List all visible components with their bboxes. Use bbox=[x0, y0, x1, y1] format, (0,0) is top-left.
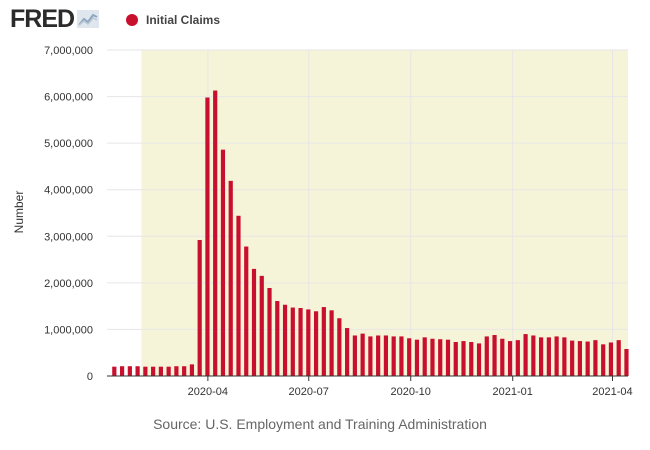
fred-logo-text: FRED bbox=[10, 5, 75, 33]
bars bbox=[112, 90, 629, 376]
bar bbox=[213, 90, 218, 376]
bar bbox=[158, 366, 163, 376]
y-tick-label: 4,000,000 bbox=[44, 185, 93, 197]
bar bbox=[414, 339, 420, 376]
bar bbox=[166, 366, 171, 376]
bar bbox=[484, 336, 489, 376]
bar bbox=[368, 336, 373, 376]
bar bbox=[430, 338, 435, 376]
source-note: Source: U.S. Employment and Training Adm… bbox=[153, 416, 487, 432]
bar bbox=[624, 348, 629, 376]
y-tick-label: 0 bbox=[87, 371, 93, 383]
bar bbox=[500, 338, 505, 376]
bar bbox=[445, 339, 451, 376]
bar bbox=[422, 337, 427, 376]
legend-label[interactable]: Initial Claims bbox=[146, 13, 221, 27]
y-axis-title: Number bbox=[12, 191, 26, 234]
bar bbox=[507, 341, 513, 376]
fred-logo[interactable]: FRED bbox=[10, 5, 100, 33]
bar bbox=[251, 268, 257, 376]
y-tick-label: 5,000,000 bbox=[44, 138, 93, 150]
bar bbox=[539, 337, 544, 376]
bar bbox=[383, 335, 389, 376]
bar bbox=[601, 344, 606, 376]
bar bbox=[313, 311, 319, 376]
bar bbox=[321, 307, 326, 376]
bar bbox=[492, 335, 497, 376]
bar bbox=[151, 366, 156, 376]
fred-chart-icon bbox=[77, 10, 100, 28]
bar bbox=[376, 335, 381, 376]
bar bbox=[143, 366, 148, 376]
bar bbox=[531, 335, 536, 376]
legend: Initial Claims bbox=[126, 10, 220, 30]
bar bbox=[546, 337, 551, 376]
bar bbox=[119, 366, 125, 376]
bar bbox=[352, 335, 357, 376]
x-tick-label: 2020-04 bbox=[188, 386, 228, 398]
bar bbox=[461, 341, 466, 376]
bar bbox=[469, 342, 474, 376]
bar bbox=[267, 287, 272, 376]
bar bbox=[197, 240, 202, 376]
bar bbox=[290, 307, 295, 376]
bar bbox=[182, 366, 187, 376]
bar bbox=[275, 301, 280, 376]
bar bbox=[577, 341, 582, 376]
bar bbox=[174, 366, 179, 376]
bar bbox=[205, 97, 210, 376]
bar bbox=[523, 334, 528, 376]
y-tick-label: 7,000,000 bbox=[44, 45, 93, 57]
bar bbox=[585, 341, 590, 376]
bar bbox=[112, 366, 117, 376]
y-tick-label: 2,000,000 bbox=[44, 278, 93, 290]
y-tick-labels: 0 1,000,000 2,000,000 3,000,000 4,000,000 5,0… bbox=[44, 45, 93, 383]
bar bbox=[189, 364, 195, 376]
bar bbox=[515, 340, 520, 376]
bar bbox=[259, 275, 264, 376]
bar bbox=[306, 309, 311, 376]
bar bbox=[407, 338, 412, 376]
x-tick-label: 2020-10 bbox=[391, 386, 431, 398]
bar bbox=[244, 246, 249, 376]
bar bbox=[127, 366, 132, 376]
x-tick-label: 2021-04 bbox=[592, 386, 632, 398]
bar bbox=[554, 336, 559, 376]
bar bbox=[476, 343, 482, 376]
y-tick-label: 3,000,000 bbox=[44, 231, 93, 243]
x-tick-label: 2021-01 bbox=[493, 386, 533, 398]
y-tick-label: 6,000,000 bbox=[44, 92, 93, 104]
bar bbox=[453, 342, 458, 376]
bar bbox=[399, 336, 404, 376]
bar bbox=[593, 340, 598, 376]
bar bbox=[220, 149, 226, 376]
x-tick-labels: 2020-04 2020-07 2020-10 2021-01 2021-04 bbox=[188, 376, 633, 398]
bar bbox=[298, 308, 303, 376]
bar bbox=[345, 328, 350, 376]
bar bbox=[391, 336, 396, 376]
legend-marker bbox=[126, 14, 138, 26]
bar bbox=[282, 304, 288, 376]
bar bbox=[236, 215, 241, 376]
bar bbox=[135, 366, 140, 376]
bar bbox=[608, 342, 614, 376]
bar bbox=[438, 339, 443, 376]
bar bbox=[616, 340, 621, 376]
bar bbox=[337, 318, 342, 376]
x-tick-label: 2020-07 bbox=[289, 386, 329, 398]
bar bbox=[570, 340, 575, 376]
bar bbox=[228, 180, 233, 376]
chart-header: FRED Initial Claims bbox=[10, 6, 640, 32]
bar bbox=[329, 310, 334, 376]
bar bbox=[360, 333, 365, 376]
bar bbox=[562, 337, 567, 376]
y-tick-label: 1,000,000 bbox=[44, 324, 93, 336]
